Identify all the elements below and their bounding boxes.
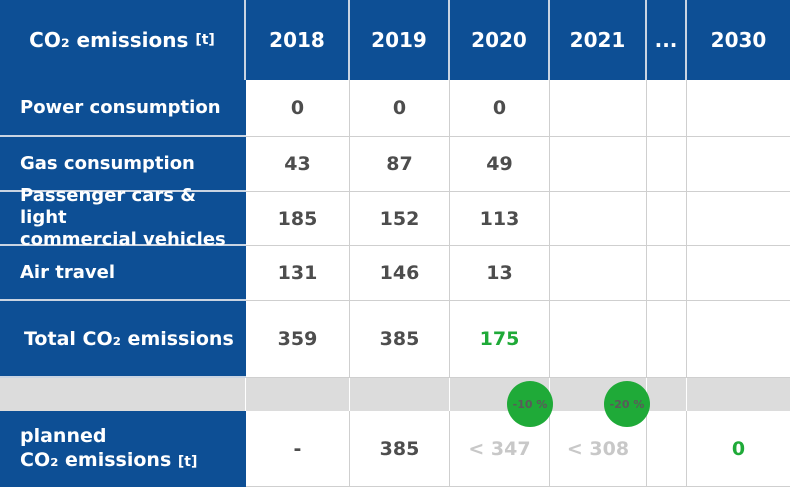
table-cell: 146 — [350, 246, 450, 301]
header-year-2019: 2019 — [350, 0, 450, 80]
reduction-badge-20: -20 % — [604, 381, 650, 427]
table-cell: 0 — [350, 80, 450, 137]
table-cell: 0 — [450, 80, 550, 137]
table-cell: 43 — [246, 137, 350, 192]
table-cell — [647, 301, 687, 378]
table-cell: 175 — [450, 301, 550, 378]
separator-cell — [246, 378, 350, 411]
reduction-badge-10: -10 % — [507, 381, 553, 427]
table-cell: 87 — [350, 137, 450, 192]
header-year-2020: 2020 — [450, 0, 550, 80]
table-cell: 131 — [246, 246, 350, 301]
separator-row — [0, 378, 246, 411]
row-label-gas: Gas consumption — [0, 137, 246, 192]
separator-cell — [687, 378, 790, 411]
table-cell: 185 — [246, 192, 350, 246]
table-cell: 152 — [350, 192, 450, 246]
table-cell: 113 — [450, 192, 550, 246]
table-cell: 359 — [246, 301, 350, 378]
table-cell — [687, 192, 790, 246]
header-label-unit: [t] — [195, 32, 215, 48]
table-cell: 385 — [350, 411, 450, 487]
row-label-planned-line2: CO₂ emissions — [20, 449, 172, 471]
table-cell: 0 — [246, 80, 350, 137]
table-cell: 0 — [687, 411, 790, 487]
table-cell — [550, 301, 647, 378]
separator-cell — [647, 378, 687, 411]
table-cell — [550, 80, 647, 137]
table-cell: 49 — [450, 137, 550, 192]
table-cell — [687, 137, 790, 192]
separator-cell — [350, 378, 450, 411]
table-cell — [647, 80, 687, 137]
row-label-cars-line1: Passenger cars & light — [20, 185, 196, 228]
table-cell — [687, 301, 790, 378]
header-year-2018: 2018 — [246, 0, 350, 80]
table-cell — [647, 137, 687, 192]
table-cell: 13 — [450, 246, 550, 301]
table-cell — [550, 246, 647, 301]
table-cell — [550, 137, 647, 192]
row-label-air: Air travel — [0, 246, 246, 301]
row-label-planned: planned CO₂ emissions [t] — [0, 411, 246, 487]
header-year-2021: 2021 — [550, 0, 647, 80]
table-cell — [647, 192, 687, 246]
table-cell: - — [246, 411, 350, 487]
table-cell: < 347 — [450, 411, 550, 487]
row-label-cars: Passenger cars & light commercial vehicl… — [0, 185, 246, 250]
row-label-total: Total CO₂ emissions — [0, 301, 246, 378]
table-cell — [687, 80, 790, 137]
header-label-text: CO₂ emissions — [29, 28, 189, 52]
header-year-2030: 2030 — [687, 0, 790, 80]
table-cell: 385 — [350, 301, 450, 378]
row-label-planned-line1: planned — [20, 425, 107, 447]
row-label-planned-unit: [t] — [177, 454, 198, 470]
table-cell — [550, 192, 647, 246]
header-label: CO₂ emissions [t] — [0, 0, 246, 80]
row-label-power: Power consumption — [0, 80, 246, 137]
row-label-cars-line2: commercial vehicles — [20, 229, 226, 250]
table-cell — [647, 411, 687, 487]
table-cell — [647, 246, 687, 301]
header-ellipsis: ... — [647, 0, 687, 80]
table-cell — [687, 246, 790, 301]
